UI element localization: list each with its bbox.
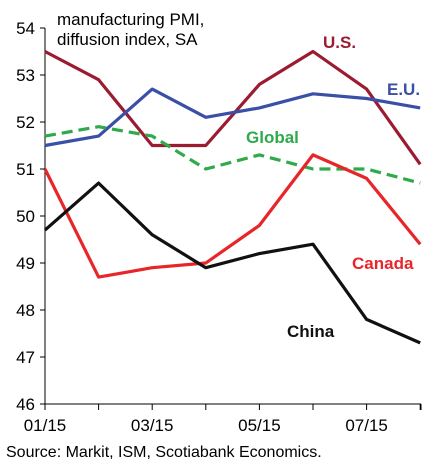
- series-lines: [43, 49, 422, 345]
- y-tick-label: 51: [16, 160, 35, 179]
- labels: manufacturing PMI, diffusion index, SA U…: [6, 10, 420, 461]
- series-line-global: [44, 125, 421, 185]
- chart-source-note: Source: Markit, ISM, Scotiabank Economic…: [6, 444, 322, 461]
- chart-subtitle-line-2: diffusion index, SA: [57, 30, 198, 49]
- x-tick-label: 07/15: [345, 416, 388, 435]
- x-tick-label: 03/15: [131, 416, 174, 435]
- series-label-china: China: [287, 322, 335, 341]
- series-label-eu: E.U.: [387, 80, 420, 99]
- series-line-china: [43, 181, 421, 345]
- tick-marks: [40, 27, 422, 410]
- y-tick-label: 50: [16, 207, 35, 226]
- series-label-us: U.S.: [323, 33, 356, 52]
- y-tick-label: 46: [16, 395, 35, 414]
- y-tick-label: 53: [16, 66, 35, 85]
- y-tick-label: 47: [16, 348, 35, 367]
- y-tick-label: 54: [16, 19, 35, 38]
- y-tick-label: 52: [16, 113, 35, 132]
- series-label-global: Global: [246, 128, 299, 147]
- chart-subtitle-line-1: manufacturing PMI,: [57, 10, 204, 29]
- series-line-us: [44, 49, 422, 166]
- x-tick-label: 05/15: [238, 416, 281, 435]
- y-tick-label: 49: [16, 254, 35, 273]
- x-tick-label: 01/15: [24, 416, 67, 435]
- series-line-canada: [43, 153, 422, 279]
- series-label-canada: Canada: [352, 254, 414, 273]
- y-tick-label: 48: [16, 301, 35, 320]
- series-line-eu: [44, 87, 421, 148]
